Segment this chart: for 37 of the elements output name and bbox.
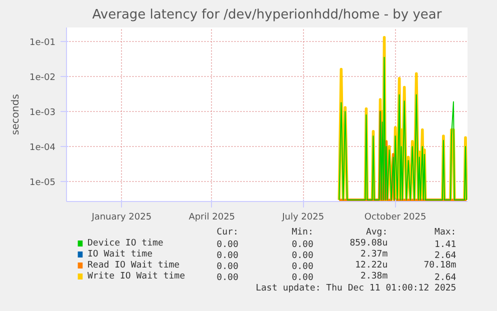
text: 70.18m xyxy=(424,260,456,270)
legend-label: Read IO Wait time xyxy=(87,260,180,270)
y-tick-label: 1e-04 xyxy=(30,143,56,154)
y-tick-label: 1e-05 xyxy=(30,178,56,188)
text: 0.00 xyxy=(292,240,314,250)
y-axis-title: seconds xyxy=(10,94,22,135)
text: 0.00 xyxy=(292,251,314,261)
text: 12.22u xyxy=(355,260,388,270)
text: 0.00 xyxy=(216,251,238,261)
text: Cur: xyxy=(216,228,238,238)
text: 0.00 xyxy=(216,262,238,272)
line-series xyxy=(338,110,468,201)
legend-label: Write IO Wait time xyxy=(87,272,186,282)
x-tick-label: July 2025 xyxy=(281,212,324,222)
text: 0.00 xyxy=(216,273,238,283)
text: 2.64 xyxy=(434,251,456,261)
legend-label: IO Wait time xyxy=(87,250,153,260)
text: Last update: Thu Dec 11 01:00:12 2025 xyxy=(256,284,456,294)
y-tick-label: 1e-02 xyxy=(30,72,56,83)
y-tick-label: 1e-03 xyxy=(30,108,56,118)
text: 1.41 xyxy=(434,240,456,250)
x-tick-label: April 2025 xyxy=(188,212,236,222)
legend-label: Device IO time xyxy=(87,238,164,248)
text: 859.08u xyxy=(350,238,388,248)
x-tick-label: October 2025 xyxy=(364,212,426,222)
text: 2.37m xyxy=(360,250,388,260)
text: Avg: xyxy=(366,228,388,238)
text: 2.38m xyxy=(360,272,388,282)
text: 2.64 xyxy=(434,273,456,283)
text: 0.00 xyxy=(292,273,314,283)
x-tick-label: January 2025 xyxy=(90,212,152,222)
text: 0.00 xyxy=(216,240,238,250)
text: 0.00 xyxy=(292,262,314,272)
text: Max: xyxy=(434,228,456,238)
y-tick-label: 1e-01 xyxy=(30,38,56,48)
text: Min: xyxy=(292,228,314,238)
chart-title: Average latency for /dev/hyperionhdd/home - by year xyxy=(92,8,442,22)
